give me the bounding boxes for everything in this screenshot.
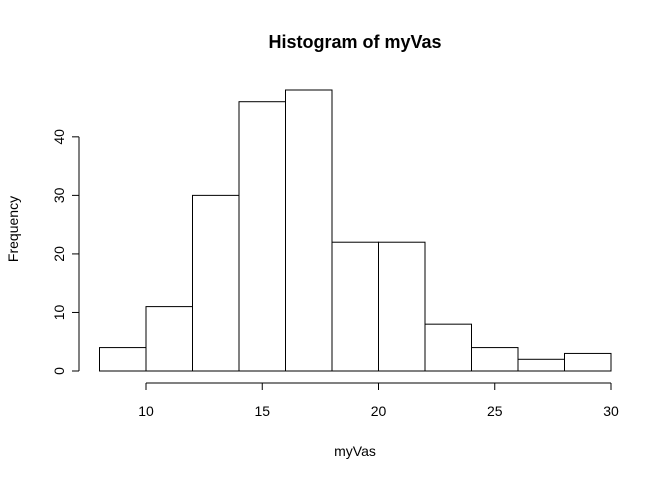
y-tick-label-20: 20 bbox=[51, 246, 67, 262]
y-tick-label-10: 10 bbox=[51, 304, 67, 320]
histogram-bar-0 bbox=[99, 347, 147, 372]
y-axis-label: Frequency bbox=[5, 196, 21, 262]
histogram-bar-1 bbox=[145, 306, 193, 372]
x-tick-label-20: 20 bbox=[371, 403, 387, 419]
histogram-bar-9 bbox=[517, 358, 565, 372]
x-tick-label-10: 10 bbox=[138, 403, 154, 419]
histogram-bar-8 bbox=[471, 347, 519, 372]
y-tick-label-40: 40 bbox=[51, 129, 67, 145]
x-tick-label-15: 15 bbox=[254, 403, 270, 419]
x-axis-label: myVas bbox=[334, 443, 376, 459]
x-tick-label-25: 25 bbox=[487, 403, 503, 419]
y-axis: 0 10 20 30 40 bbox=[51, 129, 80, 375]
histogram-bar-4 bbox=[285, 89, 333, 372]
histogram-bar-6 bbox=[378, 241, 426, 372]
histogram-bar-2 bbox=[192, 194, 240, 372]
y-tick-label-30: 30 bbox=[51, 187, 67, 203]
y-tick-label-0: 0 bbox=[51, 367, 67, 375]
histogram-bar-5 bbox=[331, 241, 379, 372]
histogram-bar-10 bbox=[564, 352, 612, 372]
x-tick-label-30: 30 bbox=[603, 403, 619, 419]
x-axis: 10 15 20 25 30 bbox=[138, 382, 619, 419]
histogram-bar-3 bbox=[238, 101, 286, 372]
chart-title: Histogram of myVas bbox=[268, 32, 441, 52]
bars-group bbox=[99, 89, 612, 372]
histogram-bar-7 bbox=[424, 323, 472, 372]
